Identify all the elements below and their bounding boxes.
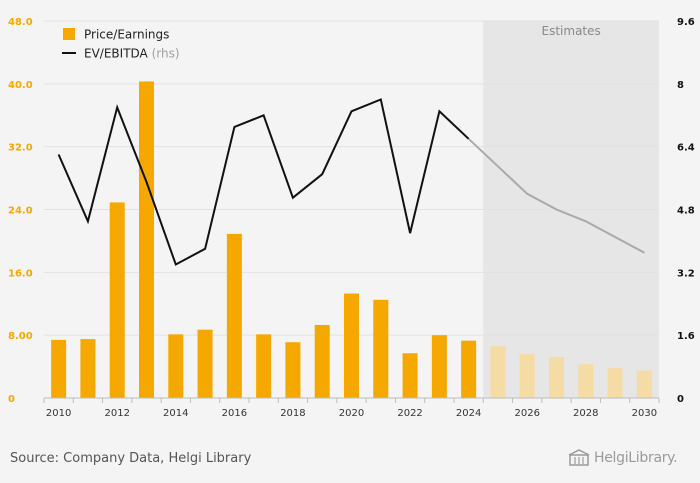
bar-2030 <box>636 370 652 398</box>
bar-2022 <box>402 353 418 398</box>
logo-text: HelgiLibrary. <box>594 450 678 466</box>
bar-2017 <box>256 334 272 398</box>
helgi-library-logo: HelgiLibrary. <box>568 449 678 467</box>
legend-rhs-suffix: (rhs) <box>152 47 180 61</box>
bar-2019 <box>314 324 330 398</box>
legend-ev-ebitda-label: EV/EBITDA (rhs) <box>84 47 180 61</box>
bar-2013 <box>139 81 154 398</box>
bar-2027 <box>549 357 564 398</box>
x-tick-label: 2010 <box>46 408 71 419</box>
x-tick-label: 2028 <box>573 408 598 419</box>
bar-2011 <box>80 339 96 398</box>
y-left-tick-label: 48.0 <box>8 17 33 28</box>
bar-2026 <box>519 354 535 398</box>
x-tick-label: 2016 <box>222 408 247 419</box>
bar-2014 <box>168 334 184 398</box>
ev-ebitda-line <box>57 98 470 266</box>
x-tick-label: 2020 <box>339 408 364 419</box>
bar-2028 <box>578 364 594 398</box>
y-right-tick-label: 6.4 <box>677 143 695 154</box>
bar-2012 <box>109 202 125 398</box>
y-right-tick-label: 3.2 <box>677 268 695 279</box>
x-tick-label: 2030 <box>632 408 657 419</box>
x-tick-label: 2026 <box>514 408 539 419</box>
y-left-tick-label: 40.0 <box>8 80 33 91</box>
y-right-tick-label: 9.6 <box>677 17 695 28</box>
ev-ebitda-estimate-line <box>467 138 645 254</box>
bar-2010 <box>51 339 67 398</box>
library-building-icon <box>568 449 590 466</box>
x-tick-label: 2018 <box>280 408 305 419</box>
bar-2018 <box>285 342 301 398</box>
legend-price-earnings-label: Price/Earnings <box>84 28 169 42</box>
x-tick-label: 2024 <box>456 408 481 419</box>
estimates-label: Estimates <box>542 24 601 38</box>
y-right-tick-label: 0 <box>677 394 684 405</box>
bar-2025 <box>490 346 506 398</box>
bar-2023 <box>431 335 447 398</box>
y-right-tick-label: 1.6 <box>677 331 695 342</box>
bar-2029 <box>607 368 623 398</box>
y-left-tick-label: 24.0 <box>8 206 33 217</box>
x-tick-label: 2022 <box>397 408 422 419</box>
legend-price-earnings-swatch <box>63 28 75 40</box>
bar-2024 <box>461 340 477 398</box>
y-left-tick-label: 0 <box>8 394 15 405</box>
y-left-tick-label: 16.0 <box>8 268 33 279</box>
bar-2015 <box>197 329 213 398</box>
bar-2020 <box>344 293 359 398</box>
bar-2021 <box>373 299 389 398</box>
y-right-tick-label: 8 <box>677 80 684 91</box>
source-note: Source: Company Data, Helgi Library <box>10 451 252 466</box>
y-left-tick-label: 8.00 <box>8 331 33 342</box>
y-right-tick-label: 4.8 <box>677 206 695 217</box>
bar-2016 <box>226 233 242 398</box>
y-left-tick-label: 32.0 <box>8 143 33 154</box>
x-tick-label: 2014 <box>163 408 188 419</box>
x-tick-label: 2012 <box>104 408 129 419</box>
